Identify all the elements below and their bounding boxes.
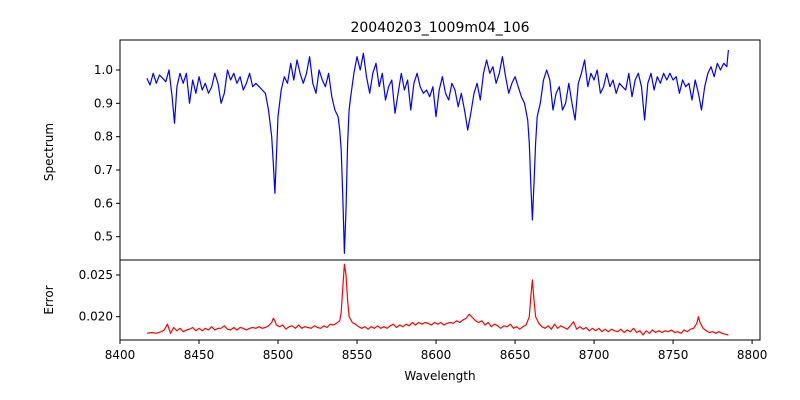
x-tick-label: 8600 — [421, 348, 452, 362]
y-tick-label: 0.020 — [79, 310, 113, 324]
x-tick-label: 8650 — [500, 348, 531, 362]
y-tick-label: 0.5 — [94, 230, 113, 244]
x-axis-label: Wavelength — [404, 369, 475, 383]
y-tick-label: 0.8 — [94, 130, 113, 144]
spectrum-y-ticks: 0.5 0.6 0.7 0.8 0.9 1.0 — [94, 63, 120, 244]
y-tick-label: 0.6 — [94, 196, 113, 210]
spectrum-series-line — [146, 49, 729, 254]
error-series-line — [146, 263, 729, 336]
x-tick-label: 8450 — [184, 348, 215, 362]
x-tick-label: 8400 — [105, 348, 136, 362]
y-tick-label: 0.025 — [79, 268, 113, 282]
error-panel: 0.020 0.025 Error — [42, 259, 761, 341]
x-tick-label: 8700 — [579, 348, 610, 362]
y-tick-label: 0.7 — [94, 163, 113, 177]
spectrum-panel: 0.5 0.6 0.7 0.8 0.9 1.0 Spectrum — [42, 39, 761, 261]
spectrum-y-axis-label: Spectrum — [42, 123, 56, 181]
error-y-ticks: 0.020 0.025 — [79, 268, 120, 324]
x-tick-label: 8750 — [658, 348, 689, 362]
x-tick-label: 8800 — [737, 348, 768, 362]
x-tick-label: 8500 — [263, 348, 294, 362]
error-axes-frame — [119, 259, 761, 341]
x-ticks: 8400 8450 8500 8550 8600 8650 8700 8750 8800 — [105, 340, 768, 362]
y-tick-label: 0.9 — [94, 96, 113, 110]
x-tick-label: 8550 — [342, 348, 373, 362]
chart-title: 20040203_1009m04_106 — [350, 20, 529, 36]
y-tick-label: 1.0 — [94, 63, 113, 77]
error-y-axis-label: Error — [42, 285, 56, 314]
